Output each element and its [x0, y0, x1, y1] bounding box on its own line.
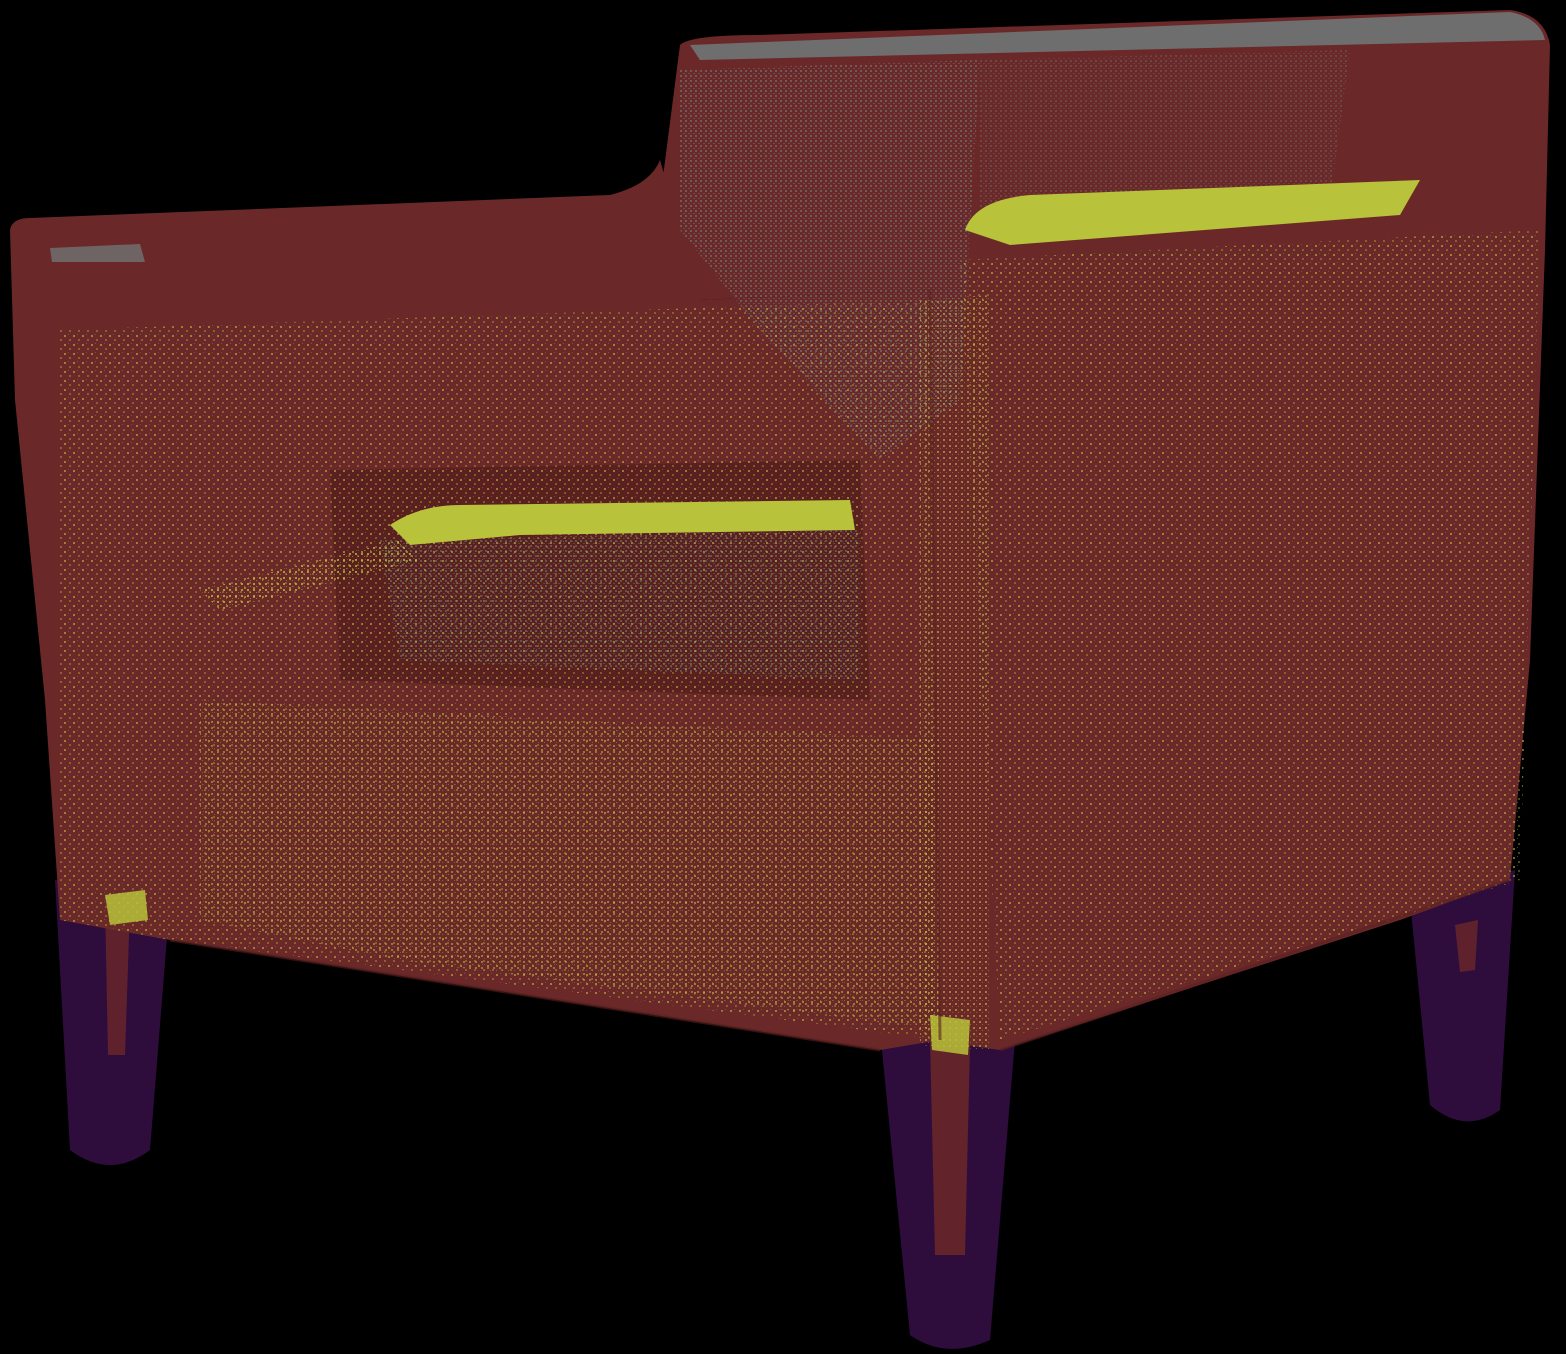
edge-lines — [169, 289, 1511, 1052]
backrest-inner-shading-right — [980, 50, 1350, 230]
front-right-corner-glint — [930, 1015, 970, 1055]
right-arm-top-edge — [965, 180, 1420, 245]
seat-left-edge-speckle — [200, 540, 420, 610]
yellow-highlights — [105, 180, 1420, 1055]
backrest-top-highlight — [690, 12, 1545, 60]
front-right-leg-edge — [930, 1040, 970, 1255]
back-right-leg — [1410, 870, 1515, 1122]
back-right-leg-edge — [1455, 920, 1478, 972]
seat-front-edge — [390, 500, 855, 545]
fabric-texture — [60, 230, 1540, 1050]
front-left-corner-glint — [105, 890, 148, 925]
front-left-leg-edge — [105, 900, 130, 1055]
chair-legs — [55, 870, 1515, 1349]
left-arm-top-highlight — [50, 244, 145, 262]
